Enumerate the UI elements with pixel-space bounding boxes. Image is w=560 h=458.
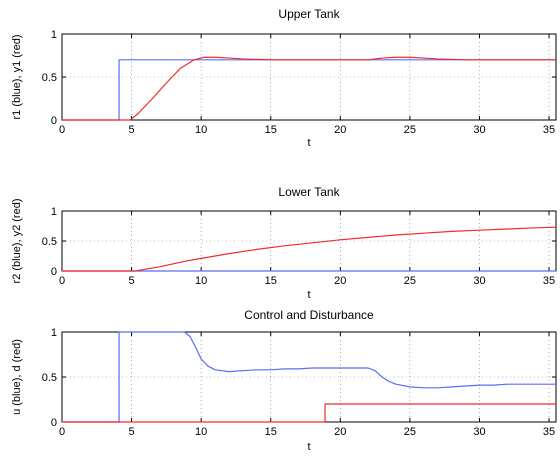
plot-area — [61, 210, 557, 272]
y-axis-label: u (blue), d (red) — [11, 339, 23, 415]
x-tick-label: 35 — [543, 124, 555, 136]
plot-area — [61, 331, 557, 423]
series — [62, 331, 556, 423]
ticks: 0 5 10 15 20 25 30 35 0 0.5 1 — [42, 206, 556, 287]
y-axis-label: r1 (blue), y1 (red) — [11, 35, 23, 120]
y-tick-label: 1 — [51, 327, 57, 339]
y-tick-label: 0.5 — [42, 72, 57, 84]
x-tick-label: 0 — [59, 426, 65, 438]
x-tick-label: 0 — [59, 124, 65, 136]
x-tick-label: 25 — [404, 124, 416, 136]
x-tick-label: 15 — [265, 124, 277, 136]
x-tick-label: 5 — [129, 426, 135, 438]
y-tick-label: 0 — [51, 115, 57, 127]
y-tick-label: 0 — [51, 266, 57, 278]
x-tick-label: 25 — [404, 426, 416, 438]
x-axis-label: t — [307, 137, 310, 149]
y-tick-label: 0.5 — [42, 372, 57, 384]
x-tick-label: 10 — [195, 426, 207, 438]
x-tick-label: 30 — [473, 275, 485, 287]
x-tick-label: 5 — [129, 124, 135, 136]
x-tick-label: 35 — [543, 275, 555, 287]
x-axis-label: t — [307, 441, 310, 453]
x-axis-label: t — [307, 289, 310, 301]
x-tick-label: 25 — [404, 275, 416, 287]
x-tick-label: 30 — [473, 426, 485, 438]
y-tick-label: 0.5 — [42, 236, 57, 248]
panel-control-disturbance: Control and Disturbance 0 5 10 15 20 25 30 3500… — [11, 308, 557, 453]
series — [62, 56, 556, 121]
y-tick-label: 1 — [51, 206, 57, 218]
panel-title: Lower Tank — [278, 185, 340, 199]
panel-title: Control and Disturbance — [244, 308, 374, 322]
series-line-0 — [62, 331, 556, 423]
series — [62, 226, 557, 272]
y-tick-label: 1 — [51, 29, 57, 41]
series-line-1 — [62, 56, 556, 121]
panel-title: Upper Tank — [278, 7, 340, 21]
panel-upper-tank: Upper Tank 0 5 10 15 20 25 30 35 0 0.5 1 t r1 (blu… — [11, 7, 557, 149]
x-tick-label: 5 — [129, 275, 135, 287]
y-tick-label: 0 — [51, 417, 57, 429]
x-tick-label: 20 — [334, 275, 346, 287]
x-tick-label: 15 — [265, 426, 277, 438]
plot-area — [61, 33, 557, 121]
y-axis-label: r2 (blue), y2 (red) — [11, 199, 23, 284]
grid — [62, 332, 556, 422]
x-tick-label: 20 — [334, 426, 346, 438]
x-tick-label: 10 — [195, 124, 207, 136]
ticks: 0 5 10 15 20 25 30 35 0 0.5 1 — [42, 29, 556, 136]
x-tick-label: 0 — [59, 275, 65, 287]
series-line-1 — [62, 403, 556, 423]
series-line-1 — [62, 226, 557, 272]
x-tick-label: 15 — [265, 275, 277, 287]
x-tick-label: 20 — [334, 124, 346, 136]
panel-lower-tank: Lower Tank 0 5 10 15 20 25 30 35 0 0.5 1 t r2 (blu… — [11, 185, 557, 301]
ticks: 0 5 10 15 20 25 30 35 0 0.5 1 — [42, 327, 556, 438]
x-tick-label: 35 — [543, 426, 555, 438]
x-tick-label: 30 — [473, 124, 485, 136]
x-tick-label: 10 — [195, 275, 207, 287]
